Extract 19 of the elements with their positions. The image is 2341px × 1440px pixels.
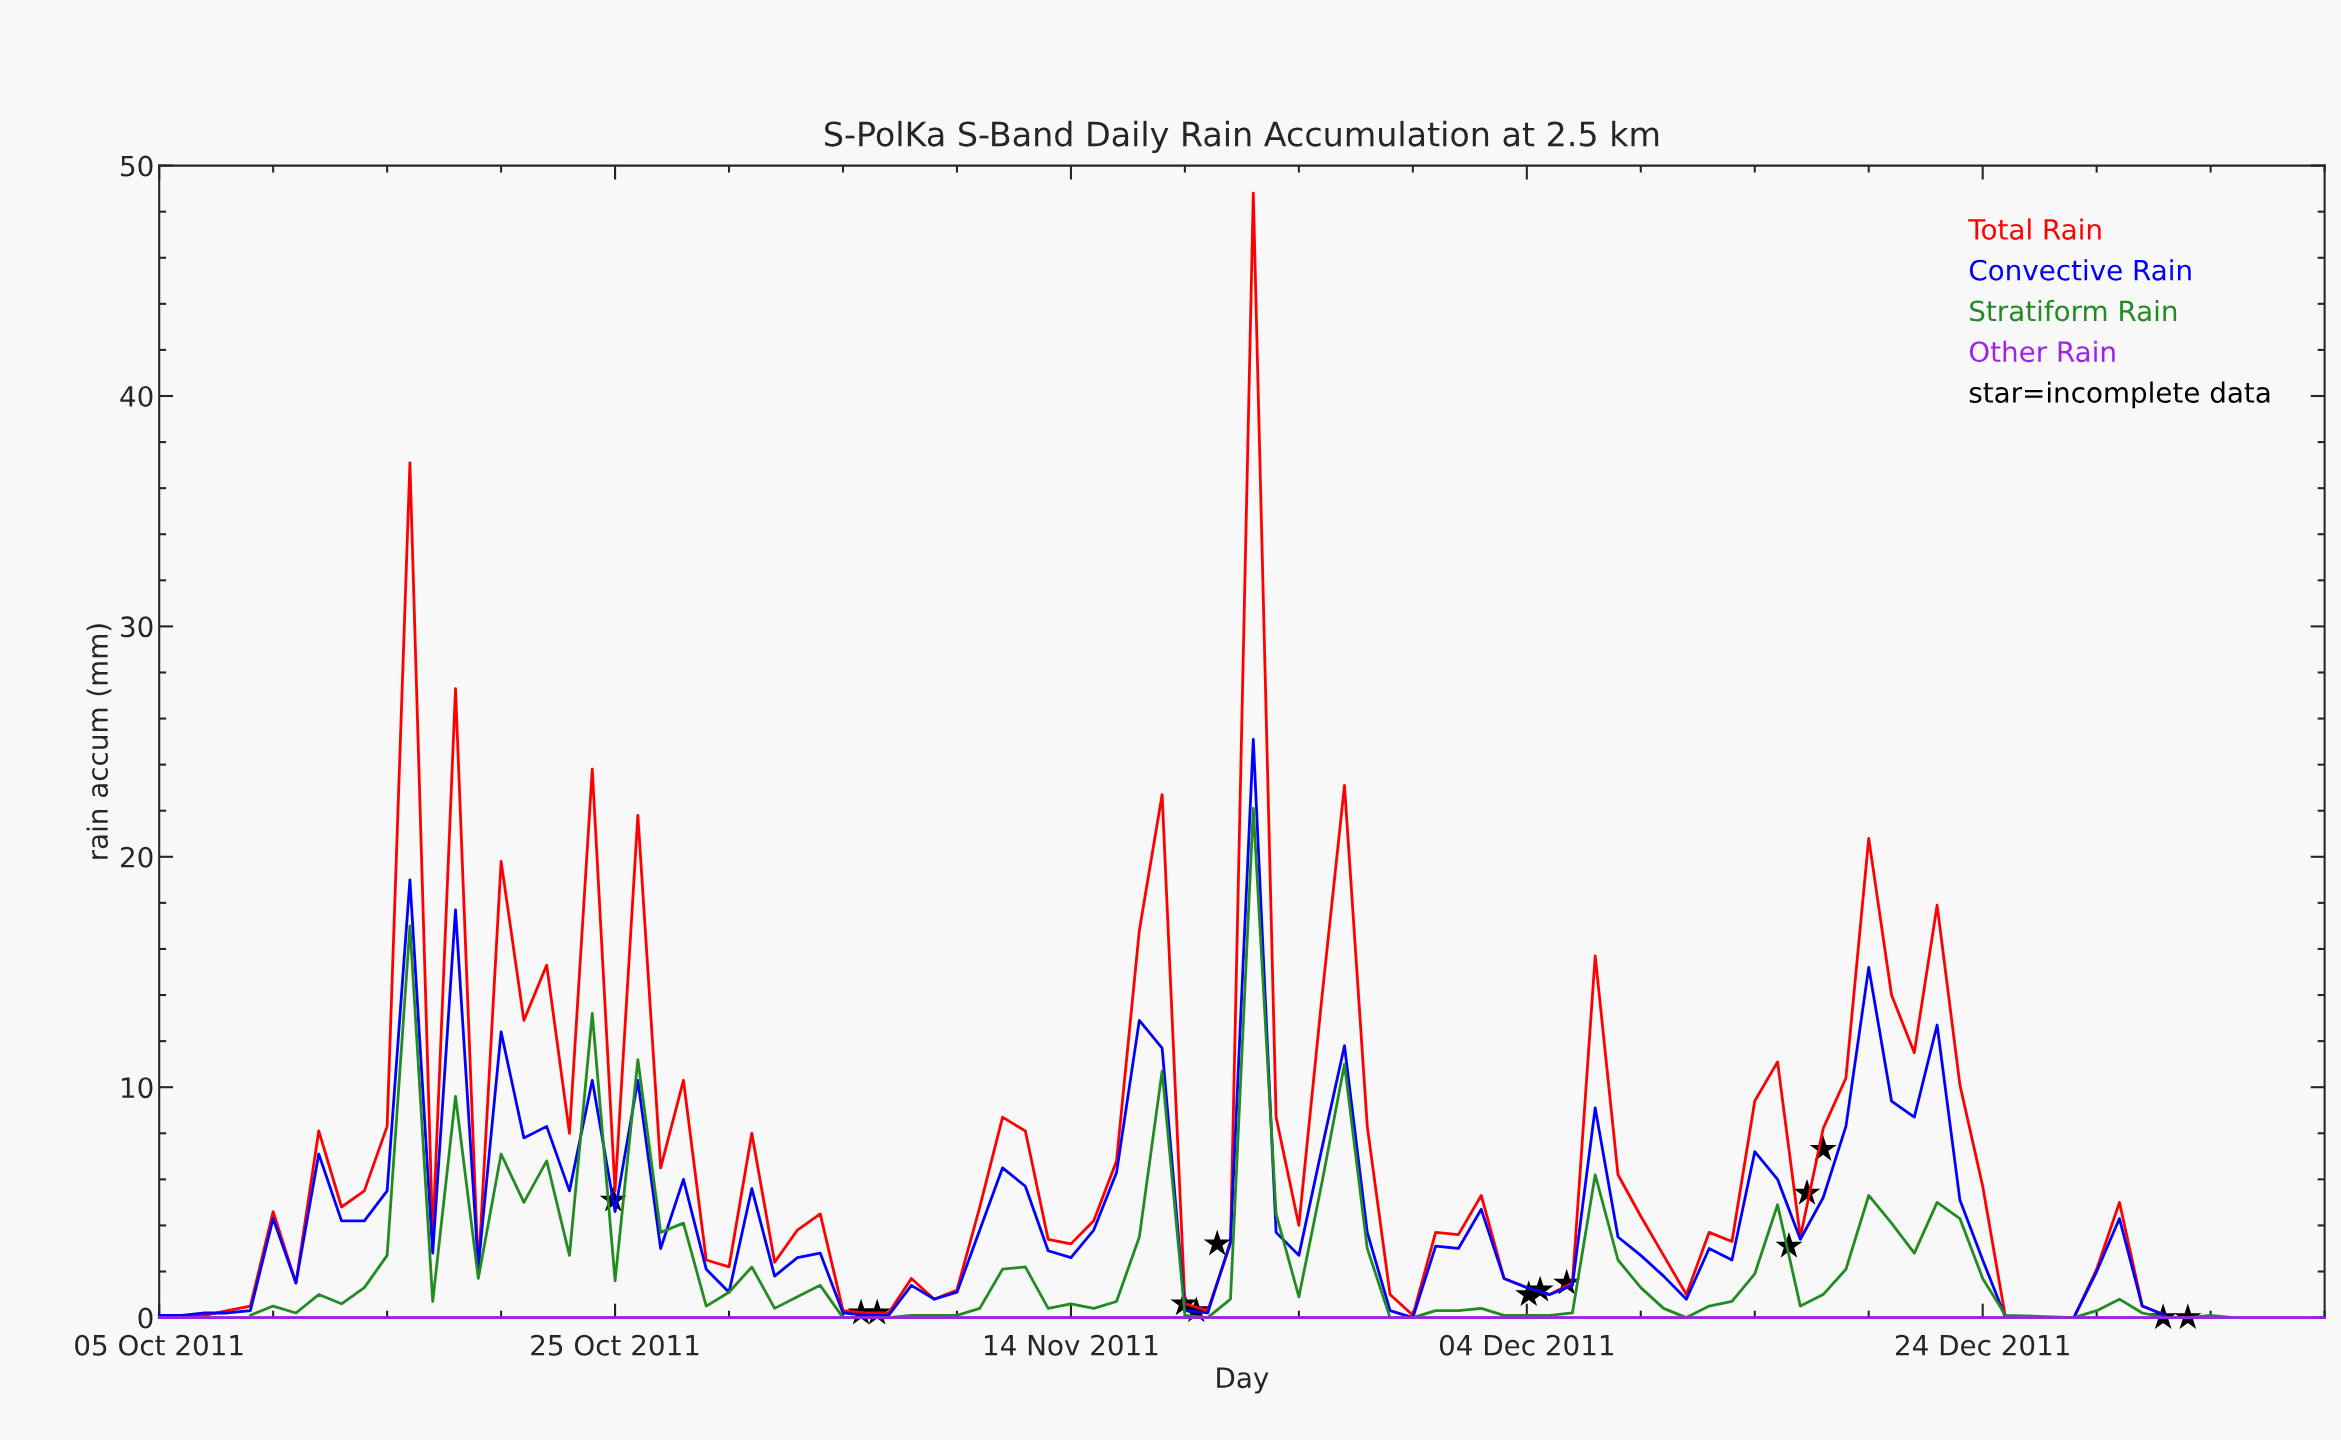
text: Stratiform Rain [1970, 299, 2177, 322]
y-tick-label: 40 [120, 385, 153, 407]
y-axis-title: rain accum (mm) [86, 624, 112, 859]
x-tick-label: 05 Oct 2011 [75, 1334, 243, 1356]
y-tick-label: 50 [121, 155, 153, 177]
x-axis-title: Day [1217, 1367, 1269, 1394]
text: Convective Rain [1969, 259, 2191, 281]
x-tick-label: 14 Nov 2011 [985, 1334, 1158, 1356]
y-tick-label: 10 [122, 1077, 153, 1099]
x-tick-label: 04 Dec 2011 [1439, 1334, 1613, 1356]
y-tick-label: 20 [121, 846, 153, 868]
chart-title: S-PolKa S-Band Daily Rain Accumulation at 2.5 km [825, 120, 1659, 154]
text: star=incomplete data [1969, 381, 2270, 409]
text: Other Rain [1969, 340, 2115, 363]
x-tick-label: 24 Dec 2011 [1896, 1334, 2069, 1356]
y-tick-label: 30 [121, 616, 153, 638]
text: Total Rain [1968, 218, 2101, 240]
x-tick-label: 25 Oct 2011 [531, 1334, 699, 1356]
y-tick-label: 0 [138, 1307, 153, 1329]
